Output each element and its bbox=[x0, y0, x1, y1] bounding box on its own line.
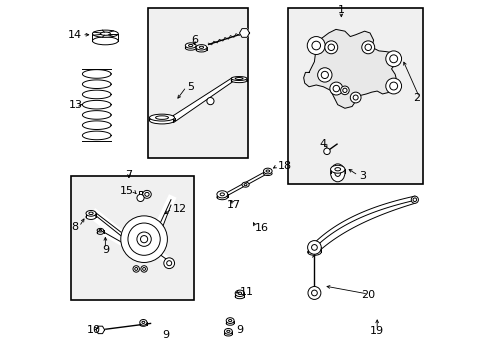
Ellipse shape bbox=[330, 165, 344, 173]
Ellipse shape bbox=[196, 45, 206, 50]
Text: 1: 1 bbox=[337, 5, 344, 15]
Text: 5: 5 bbox=[187, 82, 194, 92]
Text: 6: 6 bbox=[190, 35, 197, 45]
Polygon shape bbox=[173, 77, 232, 123]
Ellipse shape bbox=[226, 321, 234, 325]
Ellipse shape bbox=[86, 211, 96, 216]
Circle shape bbox=[121, 216, 167, 262]
Ellipse shape bbox=[235, 290, 244, 297]
Text: 11: 11 bbox=[239, 287, 253, 297]
Text: 10: 10 bbox=[87, 325, 101, 335]
Polygon shape bbox=[96, 326, 104, 334]
Bar bbox=[287, 8, 422, 184]
Ellipse shape bbox=[185, 46, 196, 50]
Circle shape bbox=[361, 41, 374, 54]
Text: 7: 7 bbox=[125, 170, 132, 180]
Ellipse shape bbox=[235, 294, 244, 299]
Circle shape bbox=[329, 82, 342, 95]
Circle shape bbox=[128, 223, 160, 255]
Circle shape bbox=[385, 51, 401, 67]
Polygon shape bbox=[303, 30, 396, 108]
Text: 16: 16 bbox=[255, 224, 269, 233]
Circle shape bbox=[317, 68, 331, 82]
Ellipse shape bbox=[226, 318, 234, 323]
Circle shape bbox=[141, 266, 147, 272]
Text: 19: 19 bbox=[369, 326, 384, 336]
Circle shape bbox=[163, 258, 174, 269]
Ellipse shape bbox=[224, 328, 232, 334]
Text: 3: 3 bbox=[359, 171, 366, 181]
Ellipse shape bbox=[142, 190, 151, 198]
Ellipse shape bbox=[307, 249, 321, 255]
Ellipse shape bbox=[307, 240, 321, 254]
Ellipse shape bbox=[224, 332, 232, 336]
Circle shape bbox=[324, 41, 337, 54]
Ellipse shape bbox=[242, 182, 249, 187]
Circle shape bbox=[306, 37, 325, 54]
Text: 4: 4 bbox=[319, 139, 326, 149]
Text: 9: 9 bbox=[102, 245, 109, 255]
Circle shape bbox=[137, 232, 151, 246]
Ellipse shape bbox=[196, 48, 206, 52]
Ellipse shape bbox=[149, 117, 174, 124]
Circle shape bbox=[323, 148, 329, 154]
Circle shape bbox=[340, 86, 348, 95]
Text: 12: 12 bbox=[172, 204, 186, 215]
Ellipse shape bbox=[97, 228, 103, 232]
Circle shape bbox=[133, 266, 139, 272]
Bar bbox=[139, 191, 142, 199]
Text: 18: 18 bbox=[277, 161, 291, 171]
Ellipse shape bbox=[185, 43, 196, 48]
Text: 2: 2 bbox=[412, 93, 419, 103]
Ellipse shape bbox=[140, 323, 147, 326]
Text: 8: 8 bbox=[71, 222, 78, 231]
Ellipse shape bbox=[149, 114, 174, 121]
Ellipse shape bbox=[263, 168, 271, 174]
Ellipse shape bbox=[217, 195, 227, 200]
Polygon shape bbox=[239, 29, 249, 37]
Ellipse shape bbox=[92, 30, 118, 37]
Bar bbox=[70, 176, 194, 300]
Ellipse shape bbox=[263, 172, 271, 176]
Text: 13: 13 bbox=[68, 100, 82, 110]
Circle shape bbox=[410, 196, 418, 203]
Circle shape bbox=[307, 287, 320, 300]
Ellipse shape bbox=[140, 319, 147, 325]
Ellipse shape bbox=[231, 77, 246, 81]
Text: 15: 15 bbox=[119, 186, 133, 197]
Ellipse shape bbox=[231, 79, 246, 83]
Text: 20: 20 bbox=[361, 291, 374, 301]
Text: 9: 9 bbox=[236, 325, 243, 335]
Ellipse shape bbox=[97, 231, 103, 234]
Ellipse shape bbox=[86, 215, 96, 220]
Text: 17: 17 bbox=[226, 200, 240, 210]
Polygon shape bbox=[312, 196, 414, 257]
Circle shape bbox=[349, 92, 360, 103]
Circle shape bbox=[385, 78, 401, 94]
Ellipse shape bbox=[217, 191, 227, 198]
Text: 14: 14 bbox=[68, 30, 82, 40]
Bar bbox=[147, 8, 247, 158]
Text: 9: 9 bbox=[163, 330, 169, 340]
Circle shape bbox=[137, 194, 144, 202]
Circle shape bbox=[206, 98, 214, 105]
Ellipse shape bbox=[330, 164, 344, 182]
Ellipse shape bbox=[92, 37, 118, 45]
